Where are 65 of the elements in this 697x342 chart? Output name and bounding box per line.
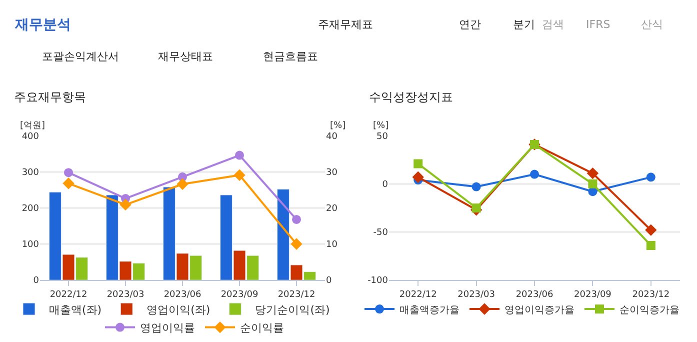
x-tick-label: 2023/09 bbox=[220, 290, 258, 300]
x-tick-label: 2023/12 bbox=[632, 290, 670, 300]
point bbox=[176, 178, 188, 190]
y-tick-label: 300 bbox=[22, 168, 40, 178]
point bbox=[62, 178, 74, 190]
point bbox=[235, 150, 244, 160]
text: 재무상태표 bbox=[158, 50, 213, 63]
chart-title: 주요재무항목 bbox=[14, 90, 86, 104]
chart-title: 수익성장성지표 bbox=[369, 90, 453, 104]
y-tick-label: 100 bbox=[22, 240, 40, 250]
point bbox=[292, 214, 301, 224]
y-axis-title: [%] bbox=[373, 121, 389, 131]
text: 재무분석 bbox=[14, 17, 71, 33]
y-tick-label: -100 bbox=[368, 276, 388, 286]
text: 산식 bbox=[641, 18, 663, 31]
point bbox=[64, 168, 73, 178]
x-tick-label: 2022/12 bbox=[399, 290, 437, 300]
y-tick-label: 50 bbox=[376, 132, 388, 142]
y-tick-label: 200 bbox=[22, 204, 40, 214]
y2-tick-label: 40 bbox=[326, 132, 338, 142]
x-tick-label: 2023/06 bbox=[516, 290, 554, 300]
text: 현금흐름표 bbox=[263, 50, 318, 63]
point bbox=[646, 172, 656, 182]
x-tick-label: 2023/09 bbox=[574, 290, 612, 300]
point bbox=[412, 171, 424, 184]
text: 검색 bbox=[542, 18, 564, 31]
legend-label: 영업이익(좌) bbox=[146, 303, 210, 316]
legend-label: 매출액증가율 bbox=[400, 304, 460, 316]
text: 연간 bbox=[459, 18, 481, 31]
point bbox=[234, 169, 246, 181]
y-tick-label: 0 bbox=[382, 180, 388, 190]
x-tick-label: 2023/12 bbox=[278, 290, 316, 300]
text: 포괄손익계산서 bbox=[42, 50, 119, 63]
legend-label: 영업이익률 bbox=[140, 322, 195, 335]
y2-axis-title: [%] bbox=[330, 121, 346, 131]
point bbox=[120, 198, 132, 211]
x-tick-label: 2022/12 bbox=[50, 290, 88, 300]
legend-label: 순이익증가율 bbox=[620, 304, 680, 316]
point bbox=[588, 179, 598, 188]
y-axis-title: [억원] bbox=[20, 121, 46, 131]
y-tick-label: 0 bbox=[33, 276, 40, 286]
point bbox=[290, 238, 302, 250]
y-tick-label: -50 bbox=[373, 228, 388, 238]
point bbox=[472, 203, 481, 212]
x-tick-label: 2023/03 bbox=[458, 290, 495, 300]
point bbox=[414, 159, 423, 168]
legend-label: 순이익률 bbox=[240, 322, 284, 335]
x-tick-label: 2023/06 bbox=[164, 290, 202, 300]
text: IFRS bbox=[586, 18, 610, 31]
point bbox=[586, 167, 599, 180]
point bbox=[530, 170, 539, 179]
legend-label: 당기순이익(좌) bbox=[255, 303, 330, 316]
y-tick-label: 400 bbox=[22, 132, 40, 142]
y2-tick-label: 20 bbox=[326, 204, 338, 214]
y2-tick-label: 10 bbox=[326, 240, 338, 250]
point bbox=[472, 182, 481, 192]
y2-tick-label: 0 bbox=[326, 276, 332, 286]
x-tick-label: 2023/03 bbox=[106, 290, 144, 300]
text: 주재무제표 bbox=[318, 18, 373, 31]
legend-label: 매출액(좌) bbox=[49, 303, 102, 316]
y2-tick-label: 30 bbox=[326, 168, 338, 178]
legend-label: 영업이익증가율 bbox=[504, 304, 574, 316]
text: 분기 bbox=[513, 18, 535, 31]
point bbox=[646, 240, 656, 250]
point bbox=[645, 224, 657, 236]
